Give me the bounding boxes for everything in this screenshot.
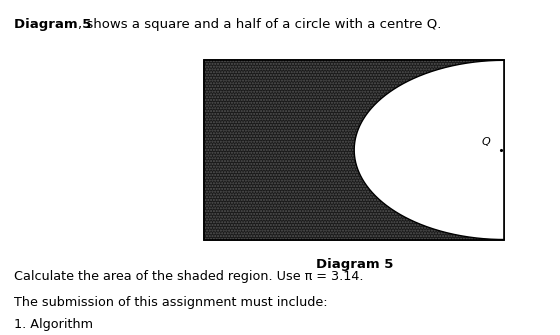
Polygon shape [354, 60, 504, 240]
Bar [204, 60, 504, 240]
Bar [204, 60, 504, 240]
Bar [204, 60, 504, 240]
Text: Calculate the area of the shaded region. Use π = 3.14.: Calculate the area of the shaded region.… [14, 270, 363, 283]
Text: Q: Q [482, 137, 491, 146]
Text: The submission of this assignment must include:: The submission of this assignment must i… [14, 296, 328, 310]
Text: 1. Algorithm: 1. Algorithm [14, 318, 93, 331]
Text: Diagram 5: Diagram 5 [14, 18, 91, 31]
Text: Diagram 5: Diagram 5 [315, 258, 393, 271]
Text: , shows a square and a half of a circle with a centre Q.: , shows a square and a half of a circle … [78, 18, 442, 31]
